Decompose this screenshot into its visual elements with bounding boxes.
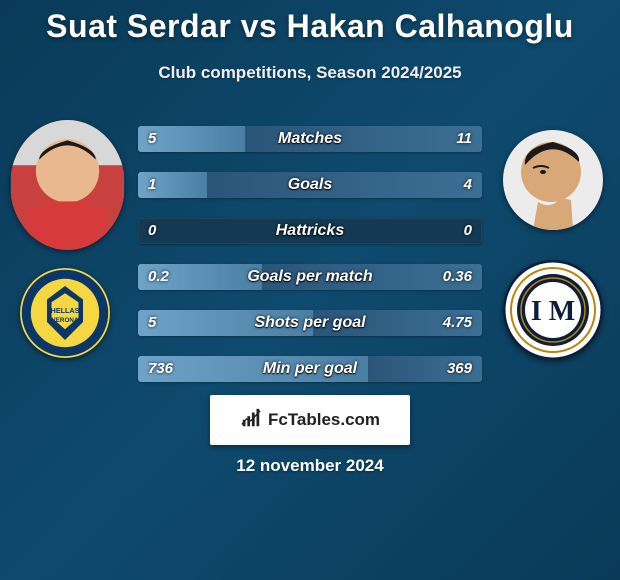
- bar-right-value: 4.75: [443, 310, 472, 336]
- date-text: 12 november 2024: [0, 456, 620, 476]
- svg-text:I M: I M: [531, 296, 575, 327]
- bar-right-value: 369: [447, 356, 472, 382]
- footer-brand-box: FcTables.com: [210, 395, 410, 445]
- bar-label: Goals per match: [138, 264, 482, 290]
- footer-brand-text: FcTables.com: [268, 410, 380, 430]
- chart-icon: [240, 407, 262, 434]
- bar-right-value: 0: [464, 218, 472, 244]
- bar-right-value: 11: [456, 126, 472, 152]
- bar-right-value: 4: [464, 172, 472, 198]
- bar-right-value: 0.36: [443, 264, 472, 290]
- bar-label: Shots per goal: [138, 310, 482, 336]
- page-title: Suat Serdar vs Hakan Calhanoglu: [0, 0, 620, 45]
- svg-text:HELLAS: HELLAS: [51, 306, 80, 315]
- stats-bars: 5 Matches 11 1 Goals 4 0 Hattricks 0 0.2…: [138, 126, 482, 402]
- club-left-logo: HELLAS VERONA: [20, 268, 110, 358]
- bar-row: 5 Shots per goal 4.75: [138, 310, 482, 336]
- bar-row: 0 Hattricks 0: [138, 218, 482, 244]
- bar-label: Min per goal: [138, 356, 482, 382]
- subtitle: Club competitions, Season 2024/2025: [0, 63, 620, 83]
- bar-label: Goals: [138, 172, 482, 198]
- bar-row: 5 Matches 11: [138, 126, 482, 152]
- bar-row: 736 Min per goal 369: [138, 356, 482, 382]
- club-right-logo: I M: [503, 260, 603, 360]
- player-left-avatar: [10, 120, 125, 250]
- player-right-avatar: [503, 130, 603, 230]
- right-avatars: I M: [498, 120, 608, 390]
- bar-row: 1 Goals 4: [138, 172, 482, 198]
- left-avatars: HELLAS VERONA: [10, 120, 120, 388]
- svg-text:VERONA: VERONA: [52, 317, 79, 324]
- bar-label: Matches: [138, 126, 482, 152]
- bar-label: Hattricks: [138, 218, 482, 244]
- bar-row: 0.2 Goals per match 0.36: [138, 264, 482, 290]
